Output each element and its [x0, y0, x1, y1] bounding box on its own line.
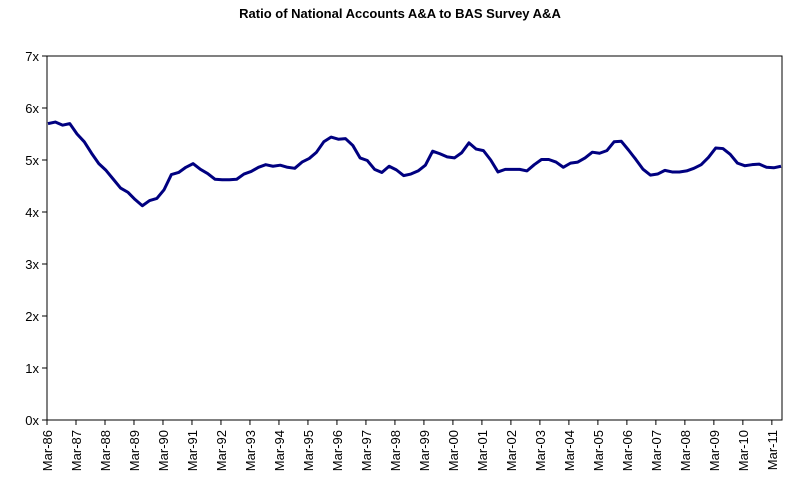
y-tick-label: 2x	[25, 309, 39, 324]
plot-area	[46, 55, 783, 421]
x-tick-label: Mar-07	[649, 430, 664, 471]
x-tick-label: Mar-01	[475, 430, 490, 471]
x-tick-label: Mar-98	[388, 430, 403, 471]
x-tick-label: Mar-91	[185, 430, 200, 471]
x-tick-label: Mar-99	[417, 430, 432, 471]
x-tick-label: Mar-03	[533, 430, 548, 471]
series-line	[47, 120, 782, 208]
x-axis: Mar-86 Mar-87 Mar-88 Mar-89 Mar-90 Mar-91 Mar-…	[40, 420, 780, 471]
x-tick-label: Mar-90	[156, 430, 171, 471]
x-tick-label: Mar-89	[127, 430, 142, 471]
y-tick-label: 6x	[25, 101, 39, 116]
x-tick-label: Mar-87	[69, 430, 84, 471]
x-tick-label: Mar-06	[620, 430, 635, 471]
y-tick-label: 7x	[25, 49, 39, 64]
x-tick-label: Mar-04	[562, 430, 577, 471]
x-tick-label: Mar-11	[765, 430, 780, 470]
x-tick-label: Mar-02	[504, 430, 519, 471]
x-tick-label: Mar-97	[359, 430, 374, 471]
x-tick-label: Mar-00	[446, 430, 461, 471]
y-tick-label: 3x	[25, 257, 39, 272]
x-tick-label: Mar-10	[736, 430, 751, 471]
y-tick-label: 0x	[25, 413, 39, 428]
x-tick-label: Mar-96	[330, 430, 345, 471]
y-axis: 0x 1x 2x 3x 4x 5x 6x 7x	[25, 49, 47, 428]
y-tick-label: 1x	[25, 361, 39, 376]
y-tick-label: 5x	[25, 153, 39, 168]
x-tick-label: Mar-93	[243, 430, 258, 471]
x-tick-label: Mar-92	[214, 430, 229, 471]
x-tick-label: Mar-86	[40, 430, 55, 471]
x-tick-label: Mar-09	[707, 430, 722, 471]
x-tick-label: Mar-88	[98, 430, 113, 471]
y-tick-label: 4x	[25, 205, 39, 220]
x-tick-label: Mar-05	[591, 430, 606, 471]
x-tick-label: Mar-08	[678, 430, 693, 471]
x-tick-label: Mar-95	[301, 430, 316, 471]
x-tick-label: Mar-94	[272, 430, 287, 471]
chart-title: Ratio of National Accounts A&A to BAS Su…	[239, 6, 561, 21]
